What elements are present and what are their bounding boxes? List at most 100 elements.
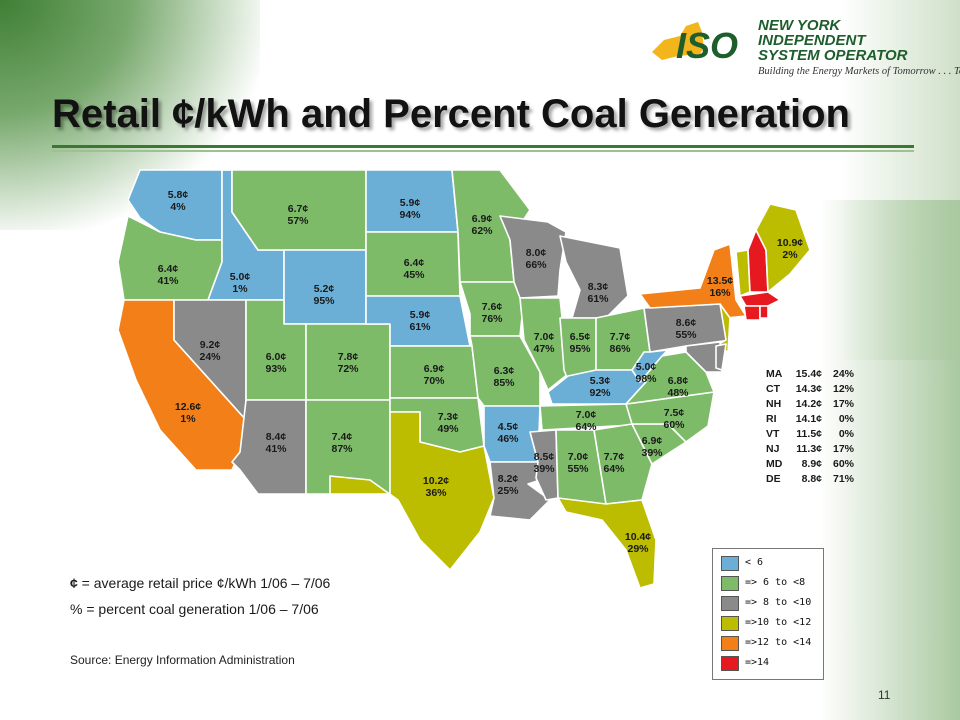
- ne-price: 8.9¢: [801, 458, 822, 470]
- state-coal-wa: 4%: [170, 201, 186, 213]
- state-coal-pa: 55%: [675, 329, 697, 341]
- state-coal-wy: 95%: [313, 295, 335, 307]
- state-coal-ar: 46%: [497, 433, 519, 445]
- ne-coal: 60%: [832, 458, 854, 470]
- legend-swatch: [721, 556, 739, 571]
- state-de: [715, 343, 727, 371]
- state-coal-tx: 36%: [425, 487, 447, 499]
- state-coal-ga: 64%: [603, 463, 625, 475]
- ne-row-md: MD 8.9¢ 60%: [766, 457, 866, 472]
- state-price-ok: 7.3¢: [438, 411, 459, 423]
- state-price-nv: 9.2¢: [200, 339, 221, 351]
- legend-item: =>12 to <14: [721, 635, 821, 651]
- legend-label: => 8 to <10: [745, 597, 812, 608]
- state-wi: [499, 215, 567, 299]
- state-md: [685, 341, 723, 373]
- state-coal-mt: 57%: [287, 215, 309, 227]
- ne-state: MD: [766, 458, 783, 470]
- ne-state: NH: [766, 398, 782, 410]
- state-coal-nd: 94%: [399, 209, 421, 221]
- ne-price: 14.1¢: [795, 413, 822, 425]
- state-coal-in: 95%: [569, 343, 591, 355]
- state-coal-or: 41%: [157, 275, 179, 287]
- logo-name-line2: INDEPENDENT: [758, 32, 866, 49]
- state-price-ny: 13.5¢: [707, 275, 733, 287]
- state-coal-mi: 61%: [587, 293, 609, 305]
- state-mi: [559, 235, 629, 319]
- state-ma: [739, 291, 781, 307]
- state-ny: [639, 243, 747, 319]
- legend-item: => 6 to <8: [721, 575, 821, 591]
- state-price-wi: 8.0¢: [526, 247, 547, 259]
- state-il: [519, 297, 569, 391]
- color-legend: < 6 => 6 to <8 => 8 to <10 =>10 to <12 =>12 …: [712, 548, 824, 680]
- ne-state: VT: [766, 428, 780, 440]
- coal-note: % = percent coal generation 1/06 – 7/06: [70, 601, 319, 617]
- state-price-ia: 7.6¢: [482, 301, 503, 313]
- state-coal-nv: 24%: [199, 351, 221, 363]
- state-price-nc: 7.5¢: [664, 407, 685, 419]
- state-price-ms: 8.5¢: [534, 451, 555, 463]
- state-price-va: 6.8¢: [668, 375, 689, 387]
- state-price-ks: 6.9¢: [424, 363, 445, 375]
- state-coal-mn: 62%: [471, 225, 493, 237]
- state-ga: [593, 423, 653, 505]
- state-coal-ks: 70%: [423, 375, 445, 387]
- legend-label: => 6 to <8: [745, 577, 806, 588]
- legend-swatch: [721, 596, 739, 611]
- state-price-ar: 4.5¢: [498, 421, 519, 433]
- ne-row-ri: RI 14.1¢ 0%: [766, 412, 866, 427]
- ny-state-logo-icon: ISO: [652, 22, 738, 66]
- state-price-mn: 6.9¢: [472, 213, 493, 225]
- state-price-mo: 6.3¢: [494, 365, 515, 377]
- legend-label: < 6: [745, 557, 764, 568]
- legend-label: =>14: [745, 657, 770, 668]
- state-coal-sc: 39%: [641, 447, 663, 459]
- state-coal-mo: 85%: [493, 377, 515, 389]
- state-price-wy: 5.2¢: [314, 283, 335, 295]
- price-note: ¢ = average retail price ¢/kWh 1/06 – 7/…: [70, 575, 330, 591]
- legend-swatch: [721, 616, 739, 631]
- state-tx: [329, 411, 495, 571]
- state-coal-ky: 92%: [589, 387, 611, 399]
- ne-price: 14.3¢: [795, 383, 822, 395]
- ne-price: 8.8¢: [801, 473, 822, 485]
- state-price-ga: 7.7¢: [604, 451, 625, 463]
- title-rule: [52, 145, 914, 148]
- ne-state: CT: [766, 383, 780, 395]
- nyiso-logo: ISO NEW YORK INDEPENDENT SYSTEM OPERATOR…: [650, 18, 960, 84]
- state-price-sc: 6.9¢: [642, 435, 663, 447]
- state-coal-ne: 61%: [409, 321, 431, 333]
- price-symbol: ¢: [70, 575, 78, 591]
- title-rule-shadow: [52, 150, 914, 152]
- ne-coal: 71%: [832, 473, 854, 485]
- state-ri: [759, 305, 769, 319]
- state-price-or: 6.4¢: [158, 263, 179, 275]
- legend-item: => 8 to <10: [721, 595, 821, 611]
- ne-coal: 12%: [832, 383, 854, 395]
- legend-item: =>14: [721, 655, 821, 671]
- page-number: 11: [878, 688, 891, 702]
- state-coal-co: 72%: [337, 363, 359, 375]
- legend-swatch: [721, 636, 739, 651]
- ne-price: 11.3¢: [796, 443, 822, 455]
- legend-label: =>10 to <12: [745, 617, 812, 628]
- state-coal-az: 41%: [265, 443, 287, 455]
- state-coal-wv: 98%: [635, 373, 657, 385]
- state-ct: [743, 305, 761, 321]
- ne-coal: 17%: [832, 443, 854, 455]
- ne-state: RI: [766, 413, 777, 425]
- state-coal-tn: 64%: [575, 421, 597, 433]
- state-fl: [557, 497, 657, 589]
- logo-tagline: Building the Energy Markets of Tomorrow …: [758, 66, 960, 77]
- state-price-az: 8.4¢: [266, 431, 287, 443]
- legend-item: =>10 to <12: [721, 615, 821, 631]
- state-price-me: 10.9¢: [777, 237, 803, 249]
- state-coal-ok: 49%: [437, 423, 459, 435]
- state-price-wv: 5.0¢: [636, 361, 657, 373]
- state-price-al: 7.0¢: [568, 451, 589, 463]
- ne-coal: 24%: [832, 368, 854, 380]
- state-coal-ut: 93%: [265, 363, 287, 375]
